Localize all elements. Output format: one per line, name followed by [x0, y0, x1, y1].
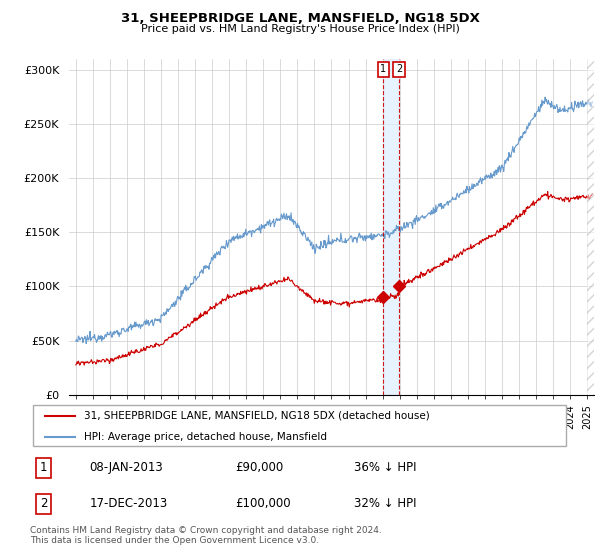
- Text: HPI: Average price, detached house, Mansfield: HPI: Average price, detached house, Mans…: [84, 432, 327, 442]
- Text: 08-JAN-2013: 08-JAN-2013: [89, 461, 163, 474]
- Text: £90,000: £90,000: [235, 461, 283, 474]
- Text: Price paid vs. HM Land Registry's House Price Index (HPI): Price paid vs. HM Land Registry's House …: [140, 24, 460, 34]
- Text: £100,000: £100,000: [235, 497, 291, 510]
- Text: 1: 1: [380, 64, 386, 74]
- Bar: [383, 59, 399, 395]
- Text: 36% ↓ HPI: 36% ↓ HPI: [354, 461, 416, 474]
- Text: Contains HM Land Registry data © Crown copyright and database right 2024.: Contains HM Land Registry data © Crown c…: [30, 526, 382, 535]
- Text: 31, SHEEPBRIDGE LANE, MANSFIELD, NG18 5DX (detached house): 31, SHEEPBRIDGE LANE, MANSFIELD, NG18 5D…: [84, 410, 430, 421]
- Text: 31, SHEEPBRIDGE LANE, MANSFIELD, NG18 5DX: 31, SHEEPBRIDGE LANE, MANSFIELD, NG18 5D…: [121, 12, 479, 25]
- Text: 32% ↓ HPI: 32% ↓ HPI: [354, 497, 416, 510]
- Bar: [587, 59, 596, 395]
- Text: 17-DEC-2013: 17-DEC-2013: [89, 497, 167, 510]
- Text: 2: 2: [40, 497, 47, 510]
- Text: 1: 1: [40, 461, 47, 474]
- Text: 2: 2: [396, 64, 402, 74]
- Text: This data is licensed under the Open Government Licence v3.0.: This data is licensed under the Open Gov…: [30, 536, 319, 545]
- FancyBboxPatch shape: [33, 405, 566, 446]
